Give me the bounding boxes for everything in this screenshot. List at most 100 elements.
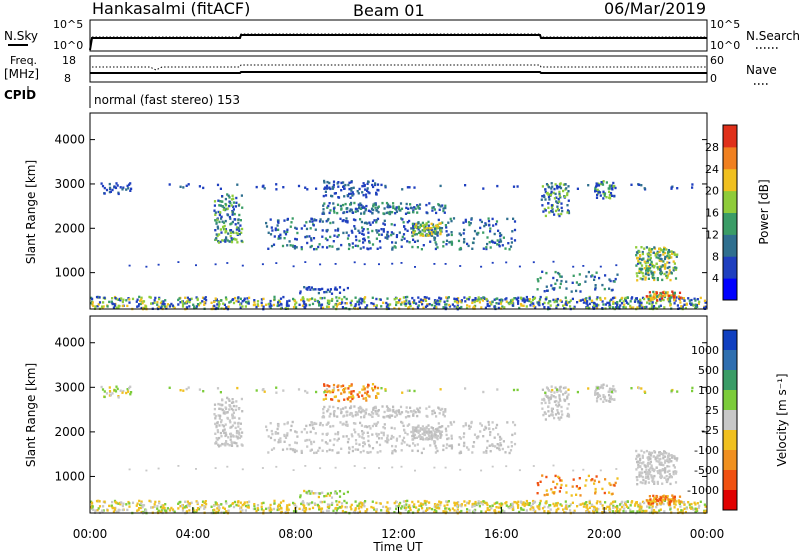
power-echo <box>275 262 278 264</box>
velocity-echo <box>334 395 337 398</box>
velocity-echo <box>387 414 390 418</box>
velocity-echo <box>305 508 308 511</box>
power-echo <box>199 301 202 305</box>
power-echo <box>616 306 619 309</box>
velocity-echo <box>100 385 103 389</box>
velocity-echo <box>614 390 617 393</box>
power-echo <box>530 301 533 304</box>
power-echo <box>640 301 643 305</box>
velocity-echo <box>674 457 677 460</box>
power-echo <box>453 297 456 300</box>
velocity-echo <box>395 507 398 511</box>
power-echo <box>598 276 601 280</box>
velocity-echo <box>624 503 628 506</box>
power-echo <box>359 218 362 221</box>
power-echo <box>567 185 570 188</box>
power-echo <box>555 200 558 203</box>
power-echo <box>351 242 354 245</box>
velocity-echo <box>543 505 546 509</box>
velocity-echo <box>553 416 556 420</box>
velocity-echo <box>648 503 651 506</box>
power-echo <box>310 217 313 220</box>
power-echo <box>363 211 366 214</box>
velocity-echo <box>415 506 418 509</box>
power-echo <box>503 306 506 309</box>
power-echo <box>619 304 622 307</box>
velocity-echo <box>662 457 665 460</box>
velocity-echo <box>541 507 545 510</box>
power-echo <box>409 305 412 308</box>
power-echo <box>304 186 307 189</box>
power-echo <box>332 240 335 243</box>
velocity-echo <box>330 503 334 506</box>
velocity-echo <box>439 504 442 507</box>
velocity-echo <box>433 511 436 514</box>
velocity-echo <box>324 389 327 393</box>
power-echo <box>432 206 435 209</box>
power-echo <box>676 187 679 190</box>
velocity-echo <box>324 397 328 400</box>
velocity-echo <box>666 465 669 468</box>
power-echo <box>362 228 365 231</box>
power-echo <box>553 213 556 216</box>
power-echo <box>647 252 650 255</box>
velocity-echo <box>436 437 439 441</box>
power-echo <box>412 229 415 232</box>
power-echo <box>532 302 535 305</box>
power-echo <box>557 185 560 189</box>
power-echo <box>350 208 353 212</box>
velocity-echo <box>675 470 678 473</box>
power-echo <box>601 300 604 303</box>
velocity-echo <box>471 505 474 508</box>
velocity-echo <box>413 389 416 393</box>
power-echo <box>363 206 366 209</box>
power-echo <box>596 183 599 186</box>
velocity-echo <box>406 499 409 503</box>
velocity-echo <box>367 383 370 387</box>
velocity-echo <box>427 424 430 427</box>
power-echo <box>506 217 509 221</box>
velocity-echo <box>231 414 235 417</box>
power-echo <box>672 294 675 298</box>
velocity-echo <box>369 413 372 417</box>
power-echo <box>411 234 414 238</box>
velocity-echo <box>293 450 296 454</box>
power-echo <box>595 298 598 301</box>
power-echo <box>289 244 292 247</box>
power-echo <box>486 304 489 307</box>
power-echo <box>358 306 361 309</box>
power-echo <box>421 303 424 306</box>
velocity-echo <box>656 454 659 457</box>
velocity-echo <box>666 458 669 461</box>
power-echo <box>354 227 357 230</box>
velocity-echo <box>239 501 242 504</box>
velocity-echo <box>424 501 427 505</box>
velocity-echo <box>298 507 301 510</box>
power-echo <box>473 300 476 304</box>
velocity-echo <box>375 510 378 513</box>
power-echo <box>356 300 359 303</box>
velocity-echo <box>399 405 403 409</box>
velocity-echo <box>691 389 694 393</box>
velocity-echo <box>687 501 690 504</box>
velocity-echo <box>588 500 591 504</box>
power-echo <box>661 297 664 300</box>
velocity-echo <box>579 503 583 506</box>
velocity-echo <box>406 415 409 418</box>
velocity-echo <box>260 505 263 508</box>
power-echo <box>561 209 564 213</box>
power-echo <box>564 307 567 310</box>
power-echo <box>309 288 312 291</box>
power-echo <box>218 233 221 236</box>
velocity-echo <box>657 499 660 503</box>
power-echo <box>474 297 477 300</box>
power-echo <box>438 296 441 299</box>
velocity-echo <box>158 501 161 505</box>
velocity-echo <box>663 461 667 464</box>
velocity-echo <box>433 503 437 506</box>
velocity-echo <box>303 428 306 431</box>
velocity-echo <box>453 501 456 504</box>
power-echo <box>228 215 231 219</box>
power-echo <box>130 187 133 190</box>
velocity-echo <box>308 507 311 511</box>
